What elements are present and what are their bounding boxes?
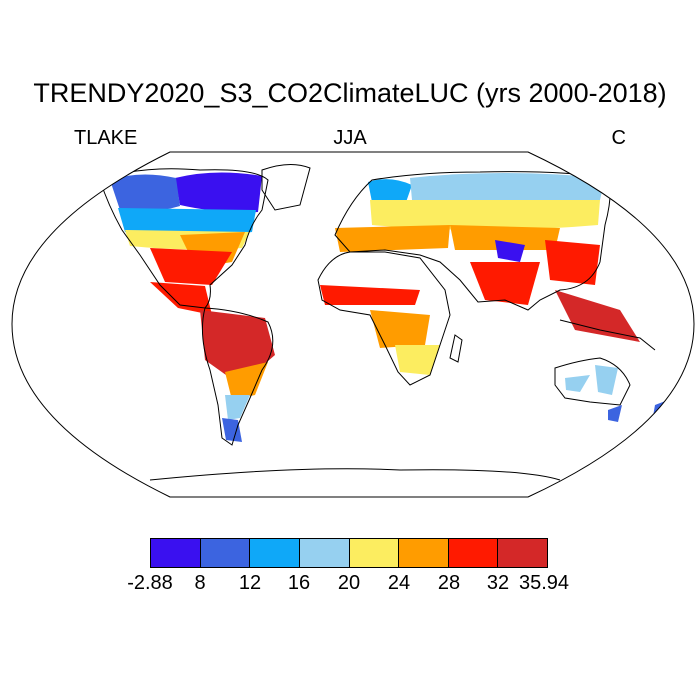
eurasia-mid-field xyxy=(370,200,600,230)
australia-coast xyxy=(554,357,631,406)
north-america-coast xyxy=(99,168,269,309)
tasmania-field xyxy=(608,405,622,422)
argentina-field xyxy=(225,395,250,420)
colorbar-label-7: 28 xyxy=(437,572,461,594)
colorbar-box-1 xyxy=(151,539,201,567)
colorbar-label-4: 16 xyxy=(287,572,311,594)
data-field xyxy=(110,172,668,442)
canada-arctic-field xyxy=(175,172,262,213)
central-africa-field xyxy=(370,310,430,348)
colorbar-box-7 xyxy=(448,539,499,567)
siberia-field xyxy=(410,173,605,203)
brazil-south-field xyxy=(225,362,268,400)
colorbar-label-9: 35.94 xyxy=(518,572,570,594)
asia-central-field xyxy=(450,225,560,250)
europe-south-field xyxy=(335,225,450,252)
greenland-coast xyxy=(261,164,311,211)
africa-coast xyxy=(317,251,451,386)
antarctica-coast xyxy=(149,468,561,481)
colorbar-label-6: 24 xyxy=(387,572,411,594)
madagascar-coast xyxy=(449,334,463,363)
australia-east-field xyxy=(595,365,618,395)
colorbar-label-8: 32 xyxy=(486,572,510,594)
scandinavia-field xyxy=(368,179,412,205)
indonesia-coast xyxy=(559,319,656,351)
colorbar-label-1: -2.88 xyxy=(127,572,173,594)
map-title: TRENDY2020_S3_CO2ClimateLUC (yrs 2000-20… xyxy=(33,78,667,108)
colorbar-box-3 xyxy=(250,539,300,567)
globe-outline xyxy=(11,151,695,498)
colorbar-box-6 xyxy=(399,539,449,567)
india-field xyxy=(470,262,540,305)
season-label: JJA xyxy=(333,127,367,149)
australia-field xyxy=(565,375,590,392)
colorbar-label-5: 20 xyxy=(337,572,361,594)
colorbar xyxy=(150,538,548,568)
south-america-coast xyxy=(201,307,274,446)
units-label: C xyxy=(611,127,626,149)
colorbar-label-3: 12 xyxy=(238,572,262,594)
mexico-field xyxy=(150,282,212,315)
variable-label: TLAKE xyxy=(74,127,138,149)
se-asia-field xyxy=(555,290,640,342)
sahel-field xyxy=(320,285,420,305)
colorbar-box-4 xyxy=(299,539,350,567)
colorbar-label-2: 8 xyxy=(194,572,206,594)
newzealand-field xyxy=(652,400,668,425)
colorbar-box-5 xyxy=(349,539,400,567)
colorbar-box-8 xyxy=(498,539,547,567)
china-east-field xyxy=(545,240,600,285)
south-africa-field xyxy=(395,345,440,375)
patagonia-field xyxy=(222,418,242,442)
canada-south-field xyxy=(118,208,256,236)
colorbar-box-2 xyxy=(200,539,251,567)
usa-south-field xyxy=(150,248,232,285)
canada-west-field xyxy=(110,174,180,212)
tibet-field xyxy=(495,240,525,262)
